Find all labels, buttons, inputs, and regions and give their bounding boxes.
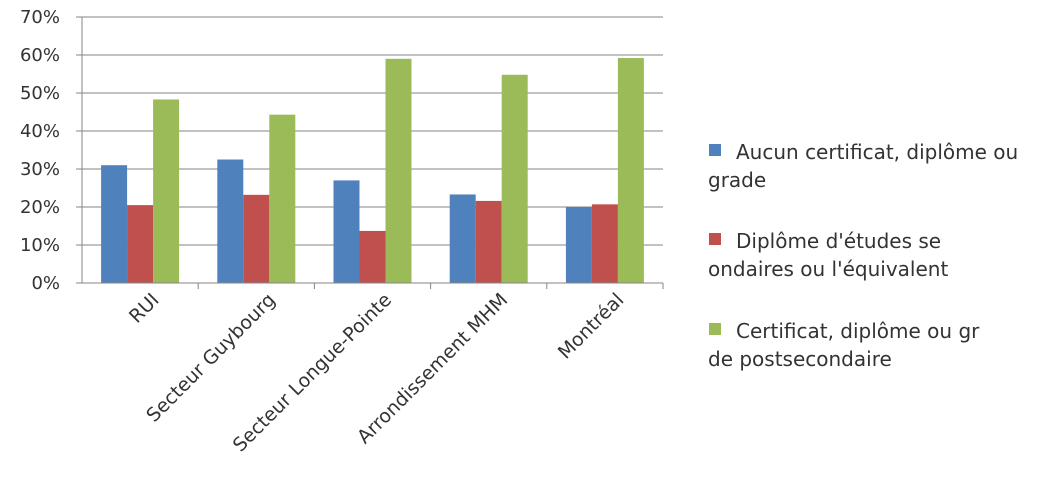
y-tick-label: 40% — [20, 121, 60, 142]
legend: Aucun certificat, diplôme ou grade Diplôme… — [708, 140, 1018, 371]
bar-3-3 — [385, 58, 412, 283]
legend-swatch-1 — [709, 144, 721, 156]
y-tick-label: 10% — [20, 235, 60, 256]
bar-3-1 — [153, 99, 180, 284]
y-tick-label: 30% — [20, 159, 60, 180]
legend-label-1: Aucun certificat, diplôme ou grade — [708, 140, 1018, 192]
bar-3-4 — [501, 74, 528, 283]
bar-1-4 — [449, 194, 476, 283]
bar-2-4 — [475, 200, 502, 283]
legend-swatch-3 — [709, 323, 721, 335]
y-tick-label: 50% — [20, 83, 60, 104]
bar-1-5 — [565, 207, 592, 283]
bar-1-3 — [333, 180, 360, 283]
x-category-label: Secteur Guybourg — [142, 289, 280, 427]
bar-2-5 — [591, 204, 618, 283]
x-category-label: RUI — [125, 289, 164, 328]
y-tick-label: 70% — [20, 7, 60, 28]
y-tick-labels: 0% 10% 20% 30% 40% 50% 60% 70% — [20, 7, 60, 294]
y-tick-label: 20% — [20, 197, 60, 218]
x-category-label: Montréal — [554, 289, 629, 364]
bars — [101, 58, 644, 284]
bar-3-5 — [617, 58, 644, 283]
bar-2-1 — [127, 205, 154, 283]
bar-3-2 — [269, 114, 296, 283]
legend-label-3: Certificat, diplôme ou gr de postsecondai… — [708, 319, 980, 371]
legend-swatch-2 — [709, 233, 721, 245]
bar-2-2 — [243, 194, 270, 283]
y-tick-label: 60% — [20, 45, 60, 66]
y-tick-label: 0% — [31, 273, 60, 294]
axes — [76, 16, 664, 289]
bar-1-2 — [217, 159, 244, 283]
legend-label-2: Diplôme d'études se ondaires ou l'équival… — [708, 229, 948, 281]
bar-2-3 — [359, 230, 386, 283]
bar-1-1 — [101, 165, 128, 283]
